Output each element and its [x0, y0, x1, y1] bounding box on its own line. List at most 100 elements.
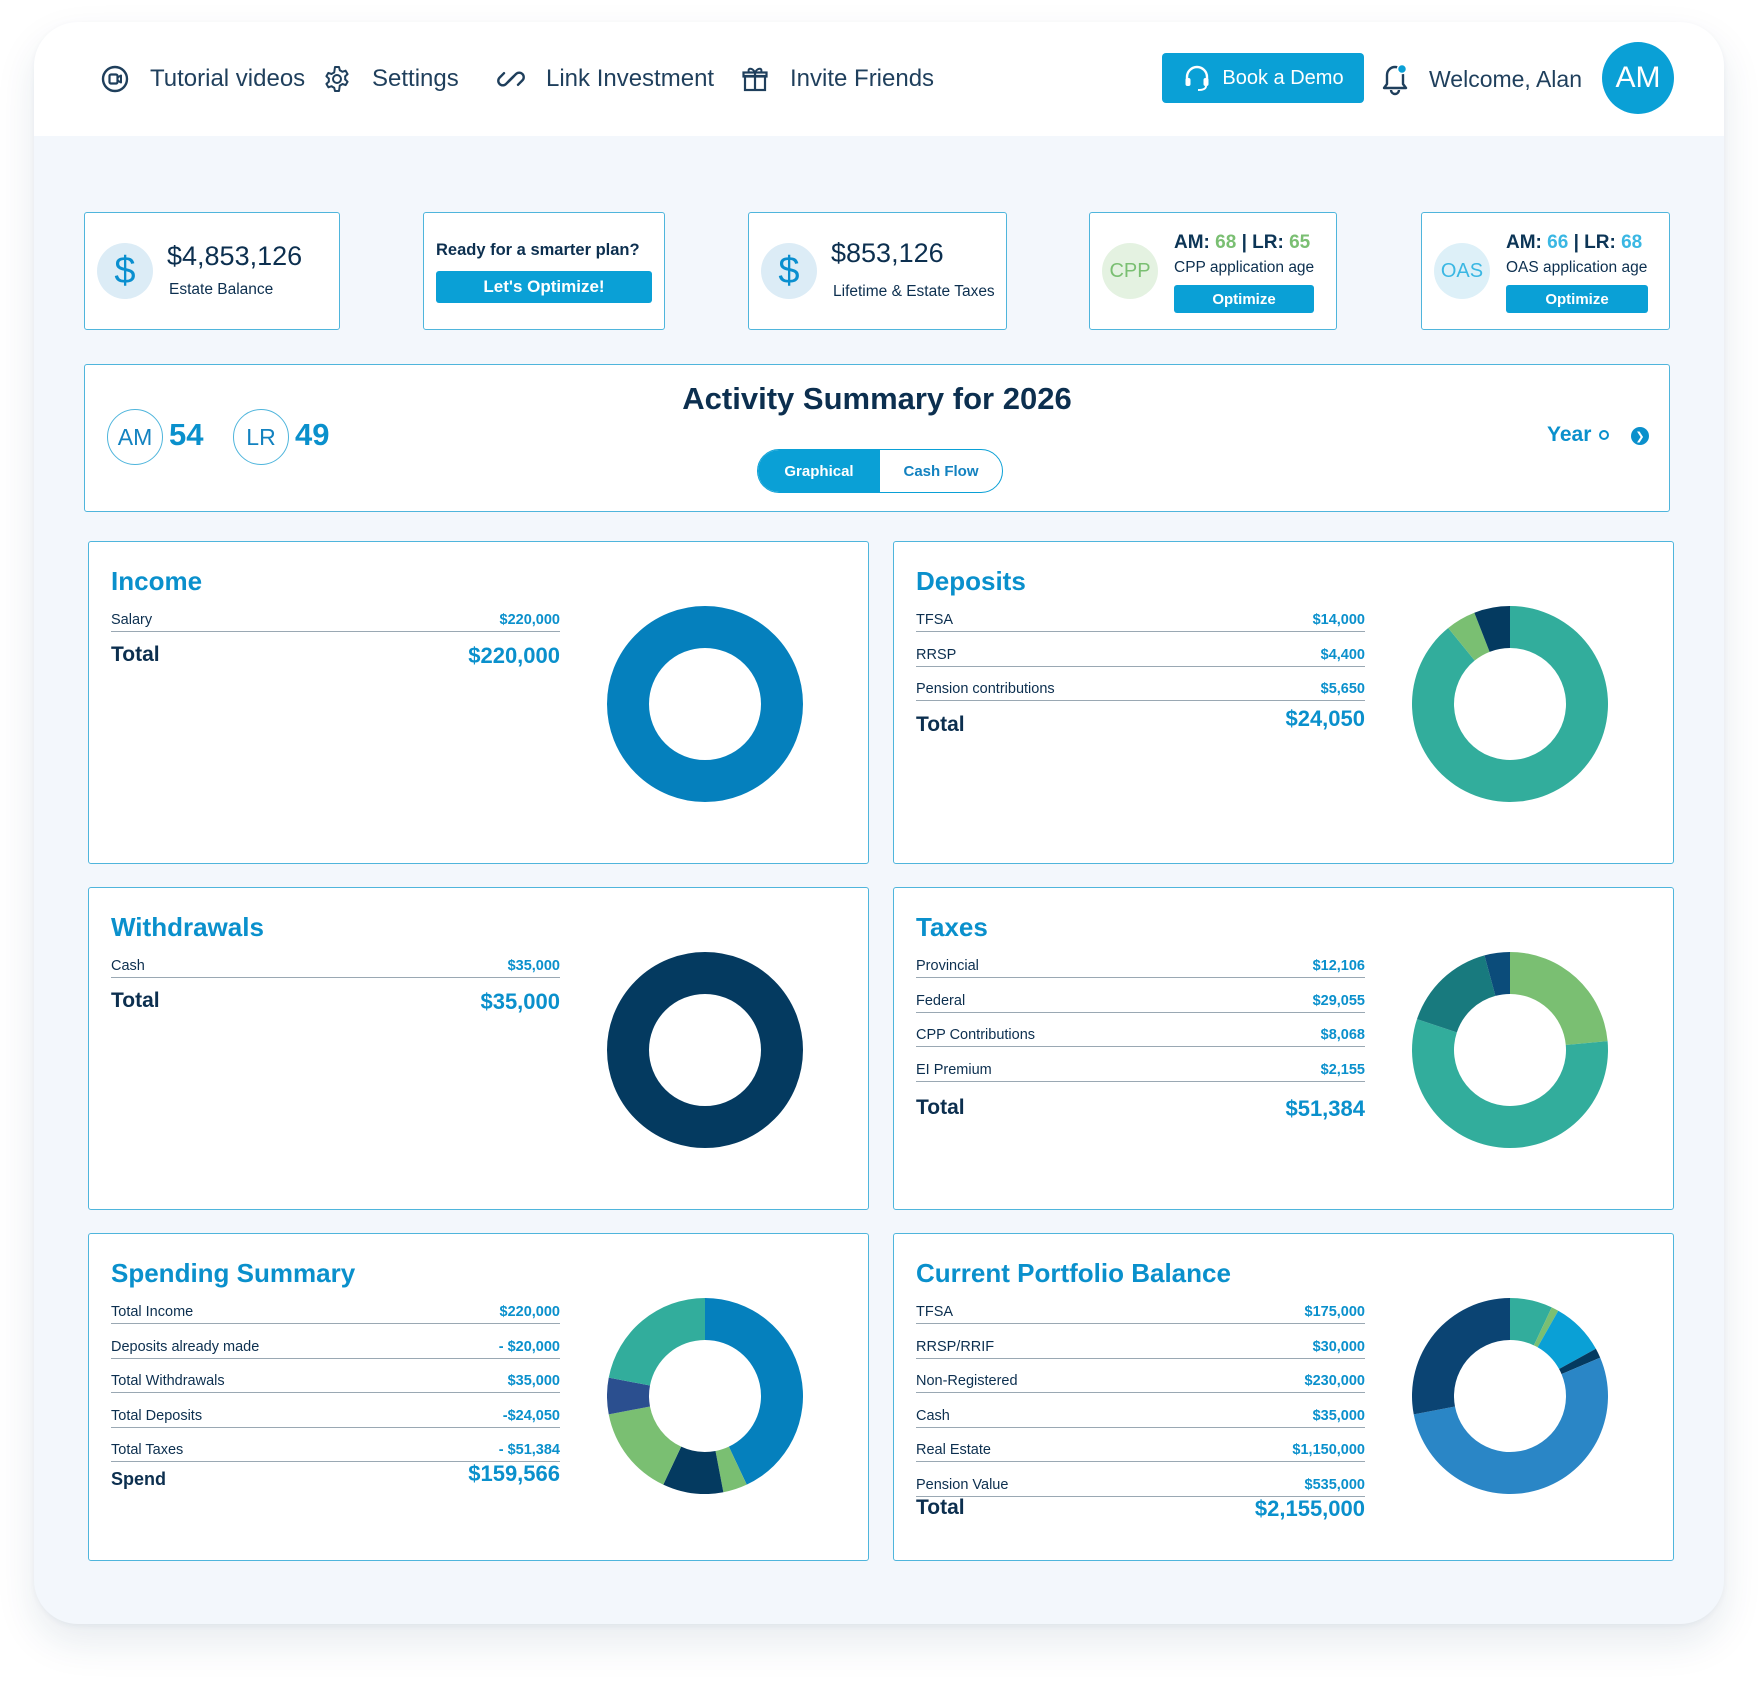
donut-segment: [607, 1377, 650, 1415]
row-label: TFSA: [916, 1304, 954, 1320]
lifetime-taxes-label: Lifetime & Estate Taxes: [833, 283, 995, 300]
deposits-total-value: $24,050: [1285, 706, 1365, 731]
donut-segment: [1559, 1348, 1601, 1375]
table-row: Pension Value $535,000: [916, 1462, 1365, 1497]
row-value: $8,068: [1320, 1027, 1365, 1043]
headset-icon: [1185, 65, 1209, 91]
withdrawals-total-row: Total $35,000: [111, 989, 560, 1015]
row-label: Salary: [111, 612, 153, 628]
am-age: 54: [169, 417, 204, 452]
optimize-plan-card: Ready for a smarter plan? Let's Optimize…: [423, 212, 665, 330]
donut-segment: [1474, 606, 1510, 652]
nav-link-investment[interactable]: Link Investment: [496, 22, 714, 136]
row-value: $4,400: [1320, 646, 1365, 663]
row-label: Non-Registered: [916, 1373, 1018, 1389]
row-value: $220,000: [499, 612, 560, 628]
row-label: Pension contributions: [916, 681, 1055, 697]
nav-settings[interactable]: Settings: [322, 22, 459, 136]
deposits-total-row: Total $24,050: [916, 706, 1365, 737]
withdrawals-rows: Cash $35,000: [111, 954, 560, 978]
estate-balance-value: $4,853,126: [167, 241, 303, 271]
portfolio-balance-panel: Current Portfolio Balance TFSA $175,000 RR…: [893, 1233, 1674, 1561]
row-value: $5,650: [1320, 681, 1365, 697]
row-label: Total Withdrawals: [111, 1373, 225, 1389]
row-value: $230,000: [1304, 1373, 1365, 1389]
row-value: $220,000: [499, 1304, 560, 1320]
table-row: Cash $35,000: [916, 1393, 1365, 1428]
nav-invite-friends[interactable]: Invite Friends: [740, 22, 934, 136]
donut-segment: [1412, 1298, 1510, 1415]
donut-segment: [1412, 606, 1608, 802]
taxes-rows: Provincial $12,106 Federal $29,055 CPP Contr…: [916, 954, 1365, 1082]
lr-age: 49: [295, 417, 330, 452]
donut-segment: [608, 1406, 682, 1485]
table-row: CPP Contributions $8,068: [916, 1013, 1365, 1047]
oas-badge: OAS: [1434, 243, 1490, 299]
lr-badge: LR: [233, 409, 289, 465]
row-value: $14,000: [1312, 612, 1365, 628]
table-row: Real Estate $1,150,000: [916, 1428, 1365, 1462]
cpp-optimize-button[interactable]: Optimize: [1174, 285, 1314, 313]
tab-cash-flow[interactable]: Cash Flow: [903, 462, 979, 480]
donut-segment: [1413, 1357, 1608, 1494]
gear-icon: [325, 66, 349, 92]
donut-segment: [1448, 612, 1490, 661]
portfolio-donut-chart: [1412, 1298, 1608, 1494]
chevron-right-icon[interactable]: ❯: [1631, 427, 1649, 445]
deposits-panel: Deposits TFSA $14,000 RRSP $4,400 Pension co…: [893, 541, 1674, 864]
estate-balance-card: $ $4,853,126 Estate Balance: [84, 212, 340, 330]
withdrawals-total-label: Total: [111, 989, 160, 1012]
row-value: - $51,384: [498, 1442, 560, 1458]
view-toggle: Graphical Cash Flow: [757, 449, 1003, 493]
oas-optimize-button[interactable]: Optimize: [1506, 285, 1648, 313]
row-value: $30,000: [1312, 1338, 1365, 1355]
cpp-badge: CPP: [1102, 243, 1158, 299]
income-title: Income: [111, 566, 203, 596]
taxes-total-row: Total $51,384: [916, 1096, 1365, 1122]
table-row: Provincial $12,106: [916, 954, 1365, 978]
row-value: $175,000: [1304, 1304, 1365, 1320]
spending-summary-panel: Spending Summary Total Income $220,000 Dep…: [88, 1233, 869, 1561]
row-value: $35,000: [507, 958, 560, 974]
portfolio-total-value: $2,155,000: [1254, 1496, 1365, 1521]
portfolio-total-row: Total $2,155,000: [916, 1496, 1365, 1522]
nav-tutorial-videos[interactable]: Tutorial videos: [100, 22, 305, 136]
avatar[interactable]: AM: [1602, 42, 1674, 114]
withdrawals-title: Withdrawals: [111, 912, 264, 942]
tab-graphical[interactable]: Graphical: [758, 450, 880, 492]
lifetime-taxes-value: $853,126: [831, 238, 944, 268]
spending-total-row: Spend $159,566: [111, 1461, 560, 1490]
spending-total-value: $159,566: [468, 1461, 560, 1486]
withdrawals-donut-chart: [607, 952, 803, 1148]
income-total-row: Total $220,000: [111, 643, 560, 669]
video-icon: [101, 65, 129, 93]
income-panel: Income Salary $220,000 Total $220,000: [88, 541, 869, 864]
taxes-panel: Taxes Provincial $12,106 Federal $29,055 CPP…: [893, 887, 1674, 1210]
notification-bell-icon[interactable]: [1378, 60, 1412, 96]
table-row: Deposits already made - $20,000: [111, 1324, 560, 1359]
lets-optimize-button[interactable]: Let's Optimize!: [436, 271, 652, 303]
cpp-application-age-label: CPP application age: [1174, 259, 1315, 276]
portfolio-rows: TFSA $175,000 RRSP/RRIF $30,000 Non-Register…: [916, 1300, 1365, 1497]
row-label: Real Estate: [916, 1442, 991, 1458]
nav-link-label: Link Investment: [546, 65, 715, 92]
row-label: EI Premium: [916, 1061, 992, 1078]
book-demo-button[interactable]: Book a Demo: [1162, 53, 1364, 103]
donut-segment: [715, 1446, 747, 1493]
donut-segment: [1537, 1310, 1596, 1370]
deposits-total-label: Total: [916, 713, 965, 736]
table-row: TFSA $175,000: [916, 1300, 1365, 1324]
spending-total-label: Spend: [111, 1469, 167, 1489]
donut-segment: [1510, 952, 1608, 1045]
app-window: Tutorial videos Settings Link Investment…: [34, 22, 1724, 1624]
deposits-donut-chart: [1412, 606, 1608, 802]
donut-segment: [705, 1298, 803, 1485]
row-label: Total Deposits: [111, 1407, 203, 1424]
table-row: Total Deposits -$24,050: [111, 1393, 560, 1428]
year-selector[interactable]: Year: [1547, 423, 1610, 447]
row-value: $535,000: [1304, 1476, 1365, 1493]
spending-rows: Total Income $220,000 Deposits already mad…: [111, 1300, 560, 1462]
lifetime-taxes-card: $ $853,126 Lifetime & Estate Taxes: [748, 212, 1007, 330]
donut-segment: [1510, 1298, 1552, 1346]
table-row: Total Income $220,000: [111, 1300, 560, 1324]
